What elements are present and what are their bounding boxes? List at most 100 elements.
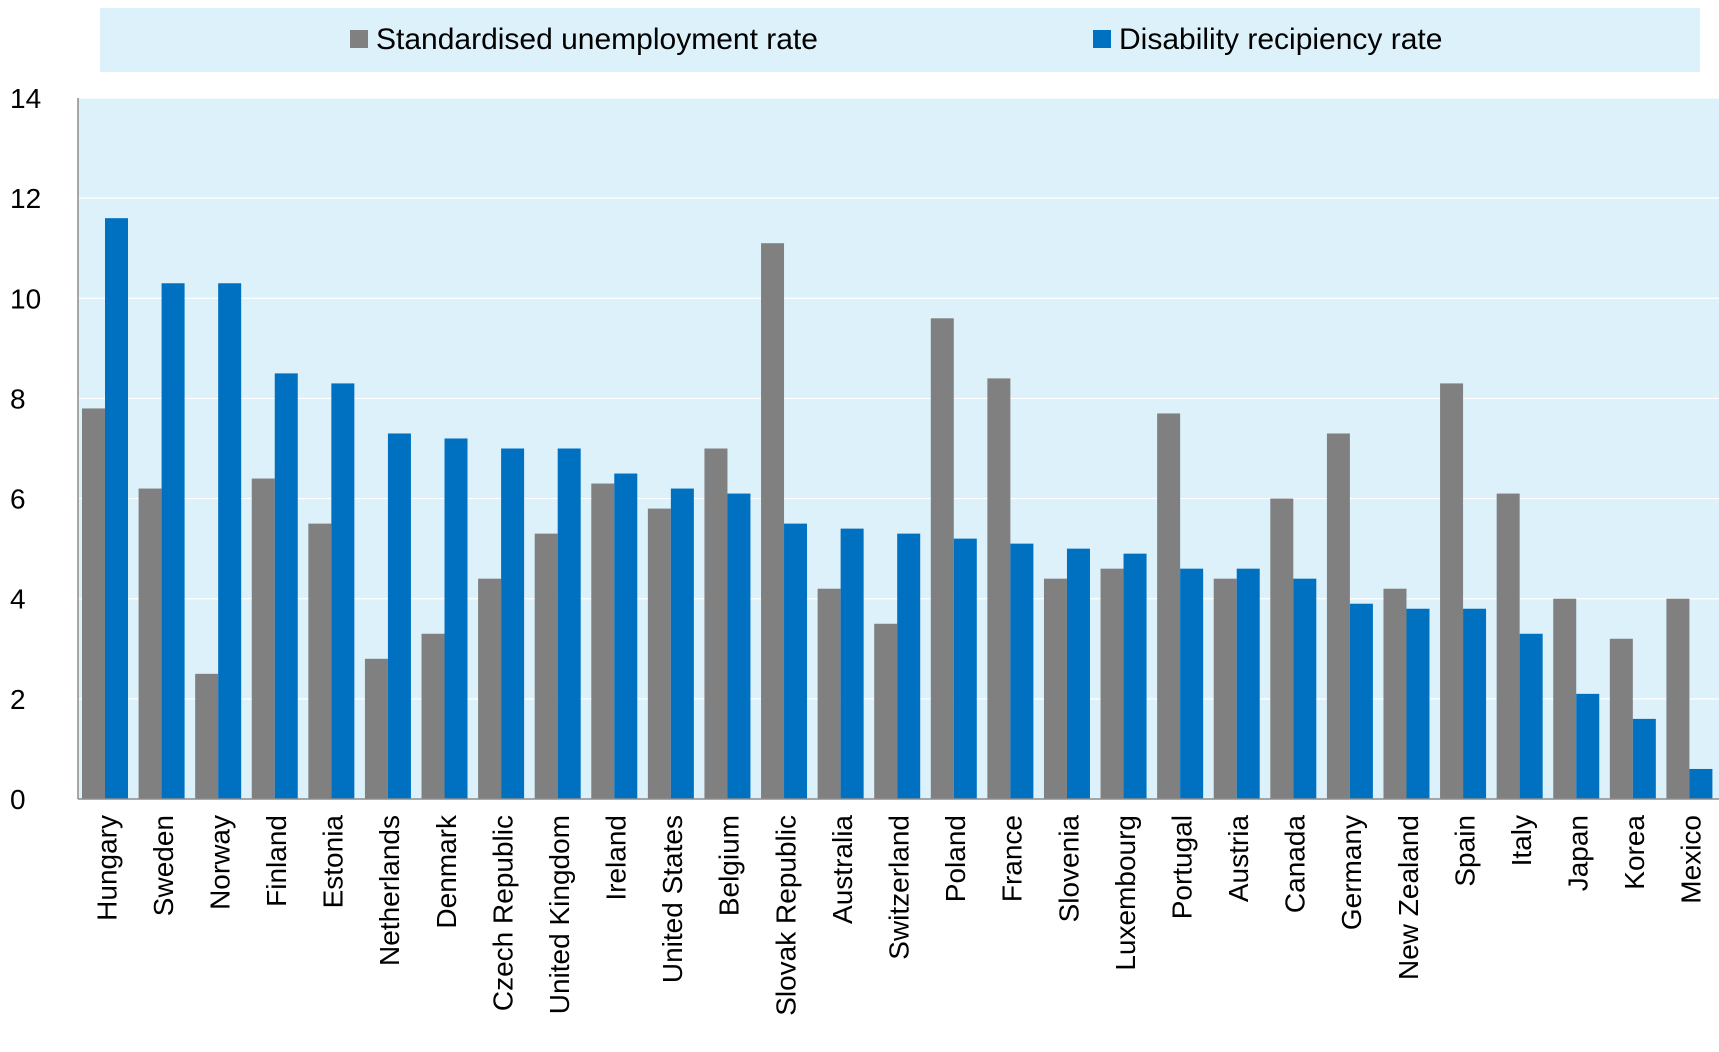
x-tick-label-switzerland: Switzerland	[884, 815, 915, 960]
legend-box	[100, 8, 1700, 72]
x-tick-label-hungary: Hungary	[91, 815, 122, 921]
x-tick-label-united-kingdom: United Kingdom	[544, 815, 575, 1014]
bar-unemployment-canada	[1270, 498, 1294, 799]
bar-disability-japan	[1576, 693, 1600, 799]
bar-disability-canada	[1293, 578, 1317, 799]
bar-disability-belgium	[727, 493, 751, 799]
bar-unemployment-belgium	[704, 448, 728, 799]
x-tick-label-ireland: Ireland	[601, 815, 632, 901]
y-tick-label-12: 12	[10, 183, 41, 214]
x-tick-label-united-states: United States	[657, 815, 688, 983]
y-axis-ticks: 0 2 4 6 8 10 12 14	[10, 83, 41, 815]
y-tick-label-8: 8	[10, 383, 26, 414]
bar-unemployment-mexico	[1666, 598, 1690, 799]
y-tick-label-14: 14	[10, 83, 41, 114]
bar-unemployment-slovenia	[1043, 578, 1067, 799]
bar-disability-new-zealand	[1406, 608, 1430, 799]
bar-disability-austria	[1236, 568, 1260, 799]
bar-disability-czech-republic	[501, 448, 525, 799]
x-tick-label-france: France	[997, 815, 1028, 902]
y-tick-label-10: 10	[10, 283, 41, 314]
x-tick-label-japan: Japan	[1563, 815, 1594, 891]
bar-disability-portugal	[1180, 568, 1204, 799]
bar-unemployment-estonia	[308, 523, 332, 799]
bar-unemployment-austria	[1213, 578, 1237, 799]
bar-unemployment-ireland	[591, 483, 615, 799]
bar-disability-hungary	[105, 218, 128, 799]
bar-disability-netherlands	[387, 433, 411, 799]
x-tick-label-denmark: Denmark	[431, 814, 462, 929]
legend-swatch-1	[1093, 30, 1111, 48]
bar-disability-france	[1010, 543, 1034, 799]
bar-unemployment-finland	[251, 478, 275, 799]
bar-unemployment-japan	[1553, 598, 1577, 799]
bar-disability-norway	[218, 283, 242, 799]
bar-disability-slovak-republic	[784, 523, 808, 799]
x-tick-label-slovenia: Slovenia	[1053, 815, 1084, 923]
bar-disability-luxembourg	[1123, 553, 1147, 799]
bar-disability-spain	[1463, 608, 1487, 799]
bar-disability-italy	[1519, 633, 1543, 799]
axes	[77, 98, 1719, 800]
bar-disability-poland	[953, 538, 977, 799]
bar-unemployment-norway	[195, 673, 219, 799]
bar-unemployment-germany	[1326, 433, 1350, 799]
x-tick-label-sweden: Sweden	[148, 815, 179, 916]
x-tick-label-australia: Australia	[827, 815, 858, 924]
bar-disability-finland	[274, 373, 298, 799]
x-tick-label-korea: Korea	[1619, 815, 1650, 890]
bar-unemployment-hungary	[82, 408, 105, 799]
x-tick-label-portugal: Portugal	[1166, 815, 1197, 919]
bar-disability-slovenia	[1066, 548, 1090, 799]
bar-disability-mexico	[1689, 768, 1713, 799]
bar-disability-united-kingdom	[557, 448, 581, 799]
x-tick-label-germany: Germany	[1336, 815, 1367, 930]
bar-unemployment-france	[987, 378, 1011, 799]
x-axis-ticks: Hungary Sweden Norway Finland Estonia Netherl…	[91, 814, 1706, 1016]
bar-disability-korea	[1632, 718, 1656, 799]
legend-label-0: Standardised unemployment rate	[376, 23, 818, 56]
bar-unemployment-denmark	[421, 633, 445, 799]
x-tick-label-canada: Canada	[1280, 815, 1311, 914]
legend-swatch-0	[350, 30, 368, 48]
x-tick-label-spain: Spain	[1449, 815, 1480, 887]
bar-disability-united-states	[670, 488, 694, 799]
y-tick-label-2: 2	[10, 684, 26, 715]
bar-unemployment-united-kingdom	[534, 533, 558, 799]
bar-unemployment-australia	[817, 588, 841, 799]
x-tick-label-czech-republic: Czech Republic	[487, 815, 518, 1011]
legend: Standardised unemployment rate Disability…	[350, 23, 1442, 56]
x-tick-label-estonia: Estonia	[318, 815, 349, 909]
bars	[82, 218, 1713, 799]
bar-unemployment-sweden	[138, 488, 162, 799]
x-tick-label-norway: Norway	[204, 815, 235, 910]
x-tick-label-austria: Austria	[1223, 815, 1254, 903]
x-tick-label-italy: Italy	[1506, 815, 1537, 866]
bar-unemployment-netherlands	[364, 658, 388, 799]
bar-unemployment-italy	[1496, 493, 1520, 799]
y-tick-label-4: 4	[10, 584, 26, 615]
bar-disability-switzerland	[897, 533, 921, 799]
x-tick-label-finland: Finland	[261, 815, 292, 907]
bar-unemployment-poland	[930, 318, 954, 799]
x-tick-label-belgium: Belgium	[714, 815, 745, 916]
bar-unemployment-spain	[1440, 383, 1464, 799]
bar-disability-australia	[840, 528, 864, 799]
bar-disability-estonia	[331, 383, 355, 799]
x-tick-label-netherlands: Netherlands	[374, 815, 405, 966]
bar-unemployment-new-zealand	[1383, 588, 1407, 799]
bar-unemployment-czech-republic	[478, 578, 502, 799]
y-tick-label-0: 0	[10, 784, 26, 815]
bar-unemployment-luxembourg	[1100, 568, 1124, 799]
x-tick-label-luxembourg: Luxembourg	[1110, 815, 1141, 971]
bar-disability-denmark	[444, 438, 468, 799]
bar-unemployment-slovak-republic	[761, 243, 785, 799]
bar-unemployment-switzerland	[874, 623, 898, 799]
bar-disability-sweden	[161, 283, 185, 799]
y-tick-label-6: 6	[10, 484, 26, 515]
bar-disability-ireland	[614, 473, 638, 799]
legend-label-1: Disability recipiency rate	[1119, 23, 1442, 56]
x-tick-label-mexico: Mexico	[1676, 815, 1707, 904]
